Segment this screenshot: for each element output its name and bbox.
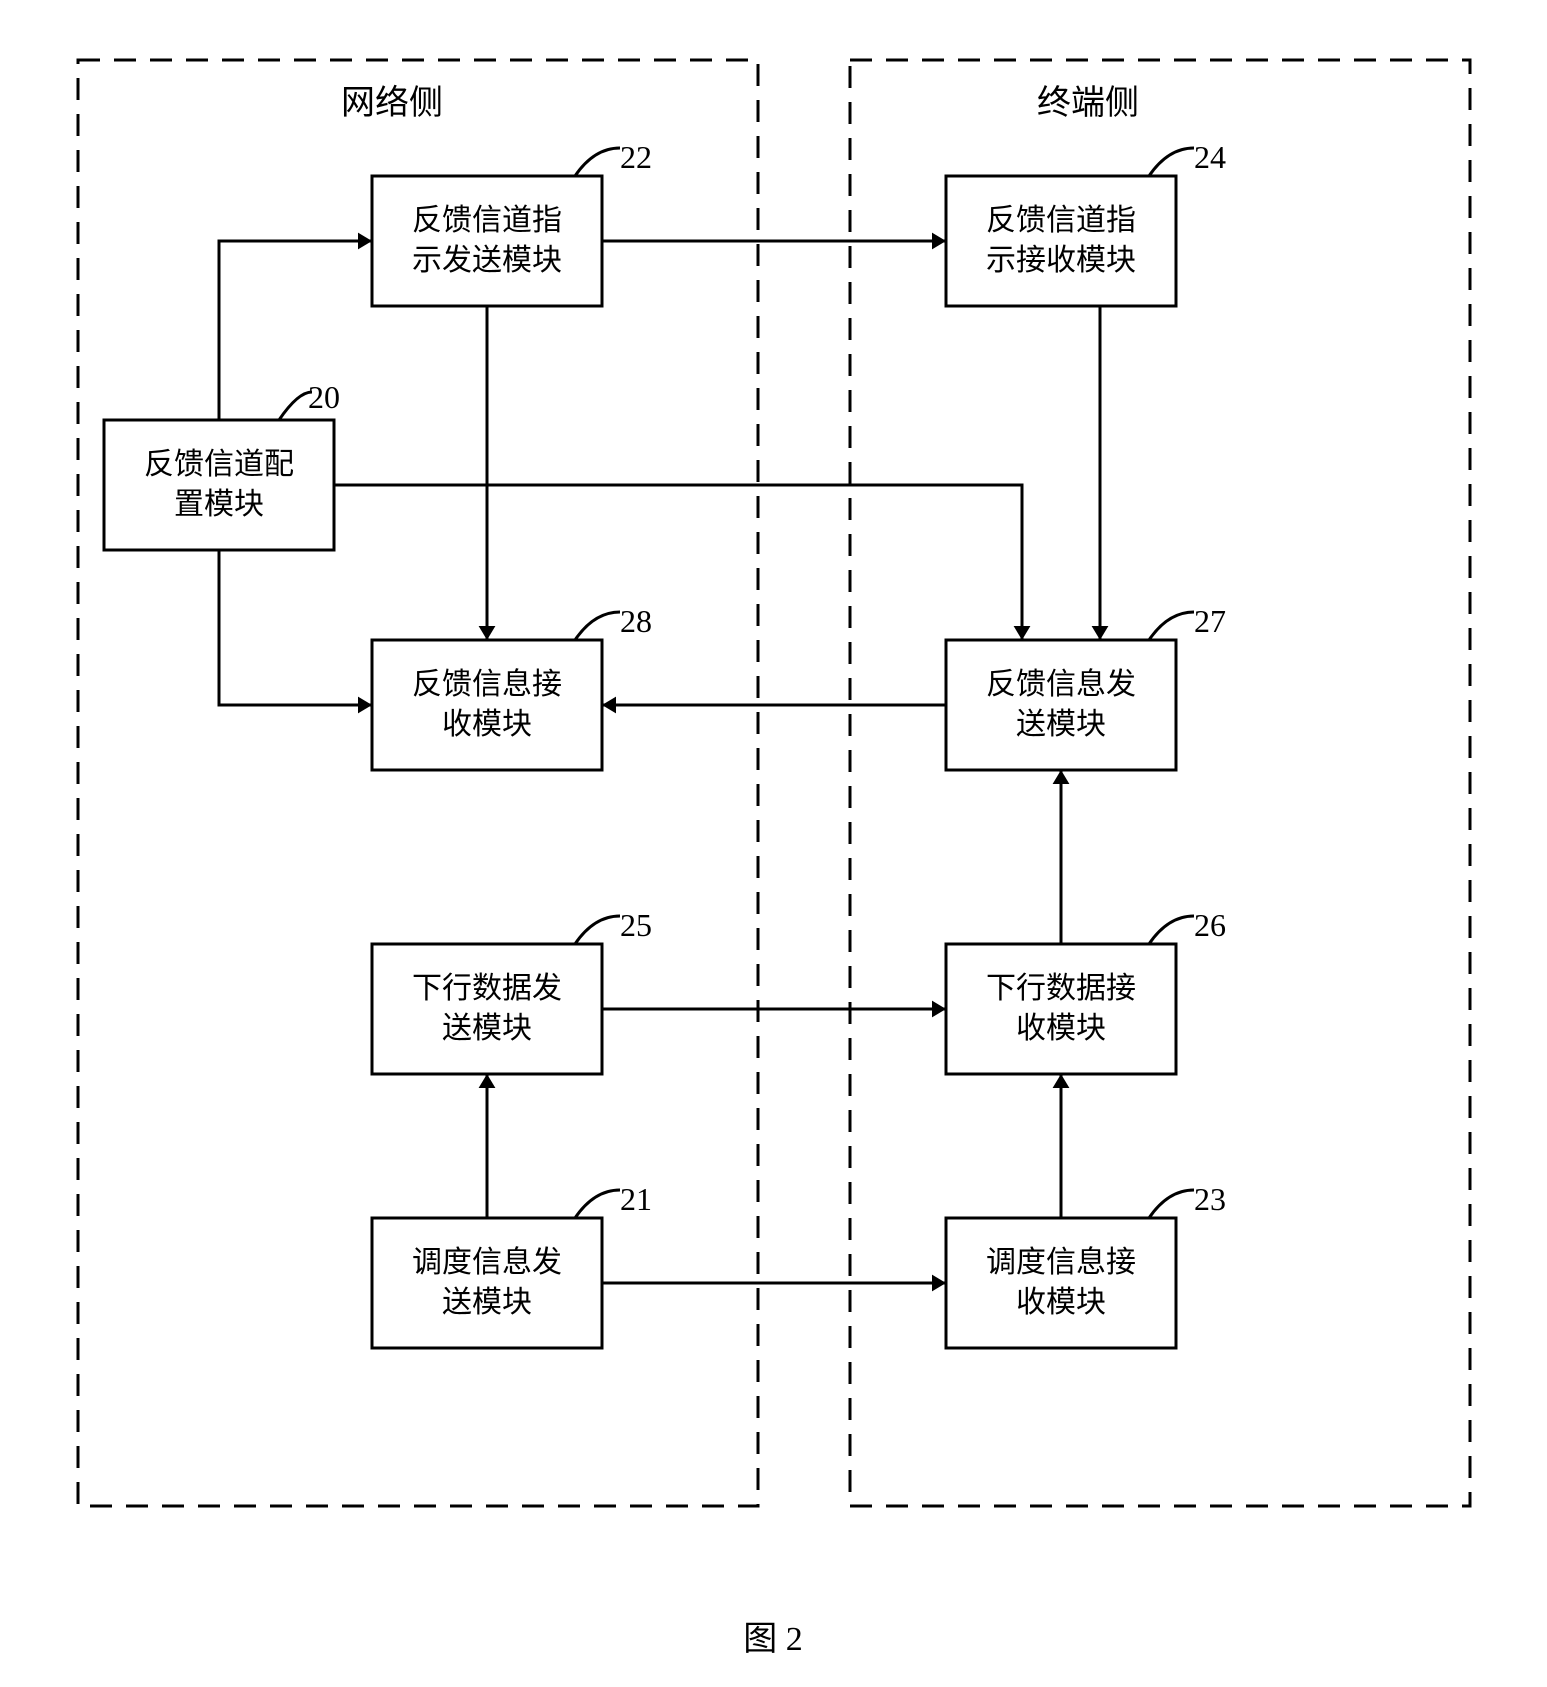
module-label-26: 26 [1194,907,1226,943]
module-text-22-line1: 反馈信道指 [412,204,562,237]
module-text-22-line2: 示发送模块 [412,244,562,277]
module-text-27-line2: 送模块 [1016,708,1106,741]
module-box-28: 反馈信息接收模块 [372,640,602,770]
module-label-24: 24 [1194,139,1226,175]
module-box-26: 下行数据接收模块 [946,944,1176,1074]
module-text-20-line1: 反馈信道配 [144,448,294,481]
connector-20-22 [219,241,372,420]
module-label-28: 28 [620,603,652,639]
module-text-20-line2: 置模块 [174,488,264,521]
module-text-23-line2: 收模块 [1016,1286,1106,1319]
module-text-25-line1: 下行数据发 [412,972,562,1005]
module-text-26-line2: 收模块 [1016,1012,1106,1045]
module-label-21: 21 [620,1181,652,1217]
label-leader-28 [575,612,620,640]
module-text-28-line2: 收模块 [442,708,532,741]
module-text-24-line2: 示接收模块 [986,244,1136,277]
label-leader-22 [575,148,620,176]
module-box-21: 调度信息发送模块 [372,1218,602,1348]
module-box-20: 反馈信道配置模块 [104,420,334,550]
module-box-23: 调度信息接收模块 [946,1218,1176,1348]
module-label-25: 25 [620,907,652,943]
module-label-20: 20 [308,379,340,415]
terminal-side-title: 终端侧 [1037,84,1139,122]
module-text-23-line1: 调度信息接 [986,1246,1136,1279]
connector-20-28 [219,550,372,705]
module-box-27: 反馈信息发送模块 [946,640,1176,770]
label-leader-24 [1149,148,1194,176]
diagram-canvas: 网络侧终端侧反馈信道配置模块20调度信息发送模块21反馈信道指示发送模块22调度… [0,0,1547,1687]
module-box-24: 反馈信道指示接收模块 [946,176,1176,306]
label-leader-21 [575,1190,620,1218]
module-box-25: 下行数据发送模块 [372,944,602,1074]
label-leader-27 [1149,612,1194,640]
module-text-28-line1: 反馈信息接 [412,668,562,701]
label-leader-26 [1149,916,1194,944]
module-text-21-line2: 送模块 [442,1286,532,1319]
module-label-23: 23 [1194,1181,1226,1217]
module-text-25-line2: 送模块 [442,1012,532,1045]
module-box-22: 反馈信道指示发送模块 [372,176,602,306]
figure-caption: 图 2 [743,1621,803,1658]
connector-20-27 [334,485,1022,640]
network-side-title: 网络侧 [341,84,443,122]
label-leader-25 [575,916,620,944]
module-label-27: 27 [1194,603,1226,639]
module-text-26-line1: 下行数据接 [986,972,1136,1005]
module-text-24-line1: 反馈信道指 [986,204,1136,237]
label-leader-23 [1149,1190,1194,1218]
module-text-21-line1: 调度信息发 [412,1246,562,1279]
module-label-22: 22 [620,139,652,175]
module-text-27-line1: 反馈信息发 [986,668,1136,701]
